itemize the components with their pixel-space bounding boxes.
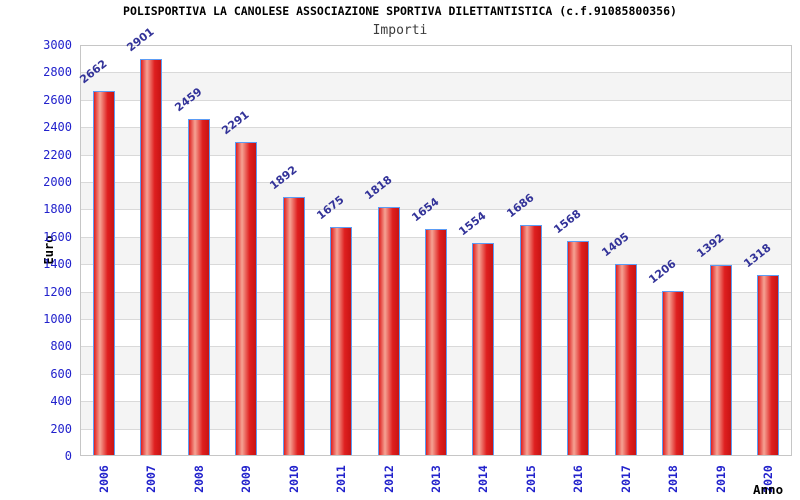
x-tick-label: 2017 — [618, 465, 633, 493]
x-tick-label: 2019 — [713, 465, 728, 493]
gridline — [80, 209, 792, 211]
bar-2013 — [425, 229, 447, 456]
bar-2012 — [377, 206, 400, 456]
y-tick-label: 1600 — [43, 229, 72, 244]
bar-2016 — [567, 241, 590, 456]
bar-2018 — [662, 290, 685, 456]
y-tick-label: 600 — [50, 366, 72, 381]
chart-subtitle: Importi — [372, 23, 428, 38]
bar-2020 — [757, 275, 780, 456]
bar-2011 — [330, 226, 353, 456]
x-tick-label: 2006 — [96, 465, 111, 493]
x-tick-label: 2010 — [286, 465, 301, 493]
x-tick-label: 2013 — [429, 465, 443, 493]
y-tick-label: 0 — [64, 449, 72, 463]
y-tick-label: 800 — [50, 339, 72, 354]
gridline — [80, 154, 792, 156]
bar-2015 — [519, 225, 542, 456]
y-tick-label: 1400 — [43, 257, 72, 272]
x-tick-label: 2008 — [191, 465, 206, 493]
x-tick-label: 2016 — [571, 465, 586, 493]
x-tick-label: 2009 — [239, 465, 254, 493]
y-tick-label: 200 — [50, 421, 72, 436]
background-stripe — [80, 72, 792, 100]
bar-2008 — [187, 119, 210, 456]
y-tick-label: 400 — [50, 394, 72, 409]
gridline — [80, 99, 792, 101]
bar-2019 — [709, 265, 732, 456]
y-tick-label: 1000 — [43, 312, 72, 326]
gridline — [80, 72, 792, 74]
bar-2006 — [92, 91, 115, 456]
gridline — [80, 182, 792, 183]
y-tick-label: 1200 — [43, 284, 72, 299]
y-tick-label: 2400 — [43, 120, 72, 135]
x-axis-title: Anno — [753, 482, 784, 497]
y-tick-label: 3000 — [43, 38, 72, 52]
plot-area: 2662 2901 2459 2291 1892 1675 1818 1654 1554 1686… — [77, 25, 792, 456]
y-tick-label: 2200 — [43, 147, 72, 162]
x-tick-label: 2007 — [144, 465, 159, 493]
y-tick-label: 2800 — [43, 65, 72, 80]
bar-2009 — [235, 142, 258, 456]
y-tick-label: 2600 — [43, 92, 72, 107]
y-tick-label: 1800 — [43, 202, 72, 217]
x-tick-label: 2011 — [334, 465, 349, 493]
x-tick-label: 2015 — [523, 465, 538, 493]
chart-title: POLISPORTIVA LA CANOLESE ASSOCIAZIONE SP… — [123, 4, 677, 18]
x-tick-label: 2012 — [381, 465, 396, 493]
bar-2007 — [140, 58, 163, 456]
bar-2014 — [472, 243, 495, 456]
x-tick-label: 2014 — [476, 465, 491, 493]
background-stripe — [80, 45, 792, 73]
y-tick-label: 2000 — [43, 175, 72, 189]
x-tick-label: 2018 — [666, 465, 681, 493]
bar-2010 — [282, 196, 305, 456]
gridline — [80, 127, 792, 129]
bar-2017 — [614, 263, 637, 456]
